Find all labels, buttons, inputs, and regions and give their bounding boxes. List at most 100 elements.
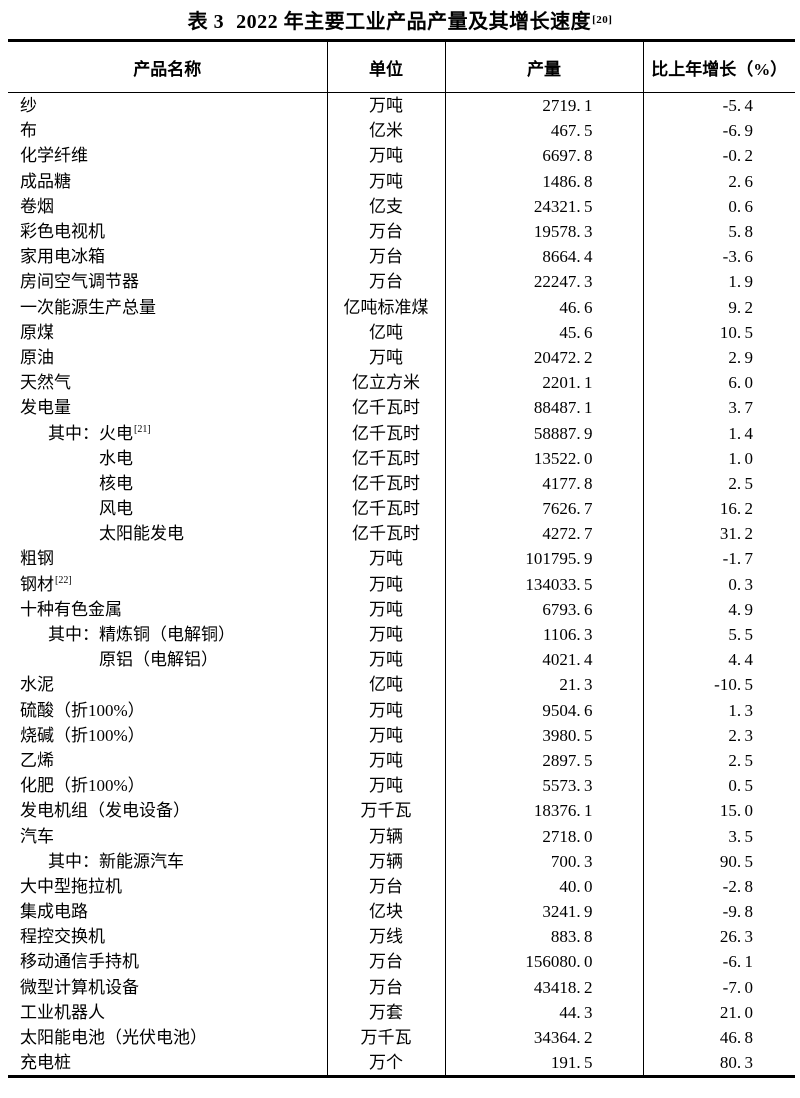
growth-value-cell: 46. 8	[719, 1028, 753, 1048]
growth-value-cell: 1. 3	[728, 700, 753, 720]
table-row: 其中：新能源汽车 万辆 700. 3 90. 5	[8, 848, 795, 874]
table-row: 太阳能电池（光伏电池） 万千瓦 34364. 2 46. 8	[8, 1024, 795, 1051]
output-value-cell: 8664. 4	[445, 244, 644, 270]
unit-cell: 亿千瓦时	[327, 395, 446, 421]
growth-value-cell: -3. 6	[722, 247, 753, 267]
growth-value-cell: 2. 5	[728, 473, 753, 493]
table-row: 移动通信手持机 万台 156080. 0 -6. 1	[8, 949, 795, 975]
growth-value-cell: 0. 3	[728, 574, 753, 594]
product-name-text: 房间空气调节器	[20, 272, 139, 292]
output-value-cell: 9504. 6	[445, 697, 644, 723]
product-name-cell: 工业机器人	[8, 999, 328, 1025]
unit-cell: 万台	[327, 244, 446, 270]
output-value-cell: 467. 5	[445, 118, 644, 144]
table-row: 彩色电视机 万台 19578. 3 5. 8	[8, 218, 795, 245]
product-name-text: 集成电路	[20, 902, 88, 922]
output-value-cell: 20472. 2	[445, 344, 644, 371]
output-value-cell: 3980. 5	[445, 722, 644, 748]
table-row: 太阳能发电 亿千瓦时 4272. 7 31. 2	[8, 521, 795, 547]
growth-value-cell: 0. 5	[728, 776, 753, 796]
product-footnote-ref: [22]	[55, 575, 72, 586]
table-row: 水泥 亿吨 21. 3 -10. 5	[8, 672, 795, 698]
product-name-cell: 粗钢	[8, 546, 328, 572]
product-name-text: 原铝（电解铝）	[99, 650, 218, 670]
growth-value-cell: -10. 5	[714, 675, 753, 695]
unit-cell: 万吨	[327, 697, 446, 723]
product-name-text: 水泥	[20, 675, 54, 695]
growth-value-cell: 31. 2	[719, 524, 753, 544]
table-row: 风电 亿千瓦时 7626. 7 16. 2	[8, 496, 795, 522]
unit-cell: 万个	[327, 1050, 446, 1077]
product-name-text: 风电	[99, 499, 133, 519]
product-name-cell: 天然气	[8, 370, 328, 396]
product-name-cell: 硫酸（折100%）	[8, 697, 328, 723]
table-row: 充电桩 万个 191. 5 80. 3	[8, 1050, 795, 1077]
table-body: 纱 万吨 2719. 1 -5. 4 布 亿米 467. 5 -6. 9 化学纤…	[8, 92, 795, 1077]
product-name-text: 其中：精炼铜（电解铜）	[48, 625, 235, 645]
table-row: 程控交换机 万线 883. 8 26. 3	[8, 924, 795, 950]
growth-value-cell: -9. 8	[722, 902, 753, 922]
product-name-text: 纱	[20, 96, 37, 116]
product-name-cell: 太阳能电池（光伏电池）	[8, 1024, 328, 1051]
growth-value-cell: 2. 6	[728, 171, 753, 191]
product-name-cell: 移动通信手持机	[8, 949, 328, 975]
product-name-text: 烧碱（折100%）	[20, 725, 145, 745]
product-name-text: 原煤	[20, 322, 54, 342]
output-value-cell: 43418. 2	[445, 974, 644, 1000]
growth-value-cell: 1. 9	[728, 272, 753, 292]
product-name-text: 硫酸（折100%）	[20, 700, 145, 720]
unit-cell: 亿千瓦时	[327, 496, 446, 522]
table-row: 布 亿米 467. 5 -6. 9	[8, 118, 795, 144]
output-value-cell: 21. 3	[445, 672, 644, 698]
product-name-text: 发电机组（发电设备）	[20, 801, 190, 821]
table-row: 其中：火电[21] 亿千瓦时 58887. 9 1. 4	[8, 420, 795, 446]
table-row: 原煤 亿吨 45. 6 10. 5	[8, 319, 795, 345]
growth-value-cell: 80. 3	[719, 1053, 753, 1073]
table-row: 钢材[22] 万吨 134033. 5 0. 3	[8, 571, 795, 597]
unit-cell: 亿吨	[327, 319, 446, 345]
output-value-cell: 34364. 2	[445, 1024, 644, 1051]
growth-value-cell: 5. 5	[728, 625, 753, 645]
growth-value-cell: -0. 2	[722, 146, 753, 166]
table-row: 核电 亿千瓦时 4177. 8 2. 5	[8, 470, 795, 496]
table-row: 化肥（折100%） 万吨 5573. 3 0. 5	[8, 773, 795, 799]
column-header-unit: 单位	[327, 40, 446, 93]
unit-cell: 万吨	[327, 596, 446, 622]
product-name-cell: 发电机组（发电设备）	[8, 798, 328, 824]
table-row: 粗钢 万吨 101795. 9 -1. 7	[8, 546, 795, 572]
product-name-cell: 原铝（电解铝）	[8, 647, 328, 673]
unit-cell: 万线	[327, 924, 446, 950]
output-value-cell: 88487. 1	[445, 395, 644, 421]
product-name-text: 成品糖	[20, 171, 71, 191]
product-name-cell: 纱	[8, 92, 328, 119]
product-name-text: 一次能源生产总量	[20, 297, 156, 317]
output-value-cell: 1486. 8	[445, 168, 644, 194]
unit-cell: 万台	[327, 873, 446, 899]
table-row: 工业机器人 万套 44. 3 21. 0	[8, 999, 795, 1025]
product-name-cell: 彩色电视机	[8, 218, 328, 245]
product-name-text: 发电量	[20, 398, 71, 418]
output-value-cell: 19578. 3	[445, 218, 644, 245]
product-name-cell: 核电	[8, 470, 328, 496]
product-name-text: 充电桩	[20, 1053, 71, 1073]
product-name-text: 乙烯	[20, 750, 54, 770]
table-row: 水电 亿千瓦时 13522. 0 1. 0	[8, 445, 795, 471]
output-value-cell: 700. 3	[445, 848, 644, 874]
growth-value-cell: 0. 6	[728, 196, 753, 216]
column-header-product-name: 产品名称	[8, 40, 328, 93]
unit-cell: 亿块	[327, 899, 446, 925]
growth-value-cell: -1. 7	[722, 549, 753, 569]
unit-cell: 万套	[327, 999, 446, 1025]
output-value-cell: 2718. 0	[445, 823, 644, 849]
product-name-text: 微型计算机设备	[20, 977, 139, 997]
column-header-growth: 比上年增长（%）	[643, 40, 795, 93]
output-value-cell: 101795. 9	[445, 546, 644, 572]
growth-value-cell: 1. 0	[728, 448, 753, 468]
unit-cell: 亿千瓦时	[327, 420, 446, 446]
table-row: 化学纤维 万吨 6697. 8 -0. 2	[8, 143, 795, 169]
unit-cell: 万千瓦	[327, 798, 446, 824]
product-name-cell: 发电量	[8, 395, 328, 421]
growth-value-cell: 21. 0	[719, 1002, 753, 1022]
output-value-cell: 58887. 9	[445, 420, 644, 446]
product-name-cell: 微型计算机设备	[8, 974, 328, 1000]
